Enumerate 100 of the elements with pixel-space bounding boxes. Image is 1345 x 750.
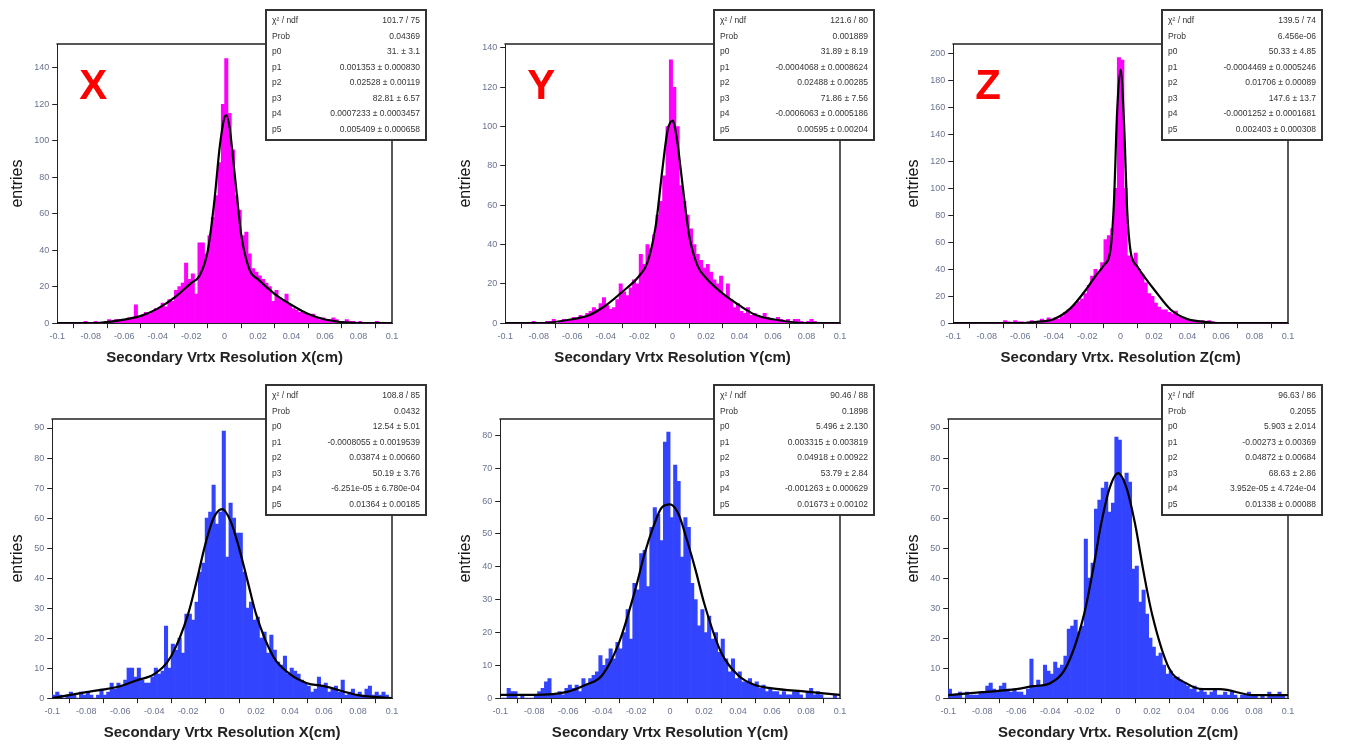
x-tick-label: -0.1	[945, 331, 961, 342]
x-tick-label: 0.02	[1143, 706, 1161, 717]
y-tick-label: 90	[34, 422, 45, 433]
annotation: p5	[720, 498, 730, 509]
y-tick-label: 60	[39, 208, 50, 219]
y-tick-label: 50	[34, 542, 45, 553]
text: χ² / ndf	[272, 390, 299, 401]
x-tick-label: 0.08	[349, 706, 367, 717]
text: 0.0432	[394, 405, 421, 416]
annotation: p2	[720, 452, 730, 463]
chart-title: X	[79, 60, 108, 108]
annotation: p3	[272, 467, 282, 478]
x-tick-label: 0.08	[1245, 706, 1263, 717]
x-tick-label: -0.04	[1039, 706, 1061, 717]
annotation: p5	[272, 123, 282, 134]
annotation: p2	[1168, 77, 1178, 88]
x-tick-label: 0.04	[1177, 706, 1195, 717]
x-tick-label: 0.04	[1178, 331, 1197, 342]
y-tick-label: 20	[930, 632, 941, 643]
x-tick-label: 0.02	[697, 331, 715, 342]
y-tick-label: 40	[930, 572, 941, 583]
annotation: 0.04872 ± 0.00684	[1245, 452, 1317, 463]
annotation: 0.01673 ± 0.00102	[797, 498, 869, 509]
y-tick-label: 50	[930, 542, 941, 553]
annotation: p1	[1168, 61, 1178, 72]
y-tick-label: 0	[487, 692, 493, 703]
annotation: 0.04918 ± 0.00922	[797, 452, 869, 463]
annotation: 82.81 ± 6.57	[372, 92, 421, 103]
x-tick-label: 0.04	[281, 706, 299, 717]
annotation: p3	[1168, 92, 1178, 103]
y-tick-label: 70	[482, 462, 493, 473]
y-tick-label: 80	[930, 452, 941, 463]
annotation: 0.01364 ± 0.00185	[349, 498, 421, 509]
x-tick-label: -0.02	[628, 331, 650, 342]
x-tick-label: 0.1	[833, 706, 847, 717]
annotation: 12.54 ± 5.01	[372, 421, 421, 432]
annotation: p2	[1168, 452, 1178, 463]
annotation: 0.01706 ± 0.00089	[1245, 77, 1317, 88]
y-tick-label: 80	[34, 452, 45, 463]
annotation: 0.02528 ± 0.00119	[349, 77, 421, 88]
annotation: p2	[272, 452, 282, 463]
annotation: 0.005409 ± 0.000658	[339, 123, 421, 134]
annotation: 5.496 ± 2.130	[816, 421, 869, 432]
x-tick-label: 0.02	[1145, 331, 1163, 342]
chart-title: Y	[527, 60, 556, 108]
y-tick-label: 40	[39, 244, 50, 255]
annotation: p0	[720, 421, 730, 432]
text: 90.46 / 88	[830, 390, 869, 401]
annotation: p4	[1168, 483, 1178, 494]
x-tick-label: -0.1	[49, 331, 65, 342]
x-tick-label: 0.04	[729, 706, 747, 717]
chart-title: Z	[975, 60, 1001, 108]
y-tick-label: 100	[482, 121, 498, 132]
text: χ² / ndf	[720, 15, 747, 26]
annotation: p4	[720, 108, 730, 119]
y-tick-label: 30	[482, 594, 493, 605]
annotation: p3	[720, 467, 730, 478]
annotation: 68.63 ± 2.86	[1268, 467, 1317, 478]
x-tick-label: -0.02	[180, 331, 202, 342]
y-tick-label: 90	[930, 422, 941, 433]
text: 6.456e-06	[1277, 30, 1317, 41]
y-axis-title: entries	[8, 534, 26, 583]
y-tick-label: 40	[482, 561, 493, 572]
y-tick-label: 120	[930, 155, 946, 166]
x-tick-label: -0.04	[143, 706, 165, 717]
text: χ² / ndf	[720, 390, 747, 401]
annotation: -0.0004469 ± 0.0005246	[1223, 61, 1317, 72]
y-tick-label: 20	[34, 632, 45, 643]
y-tick-label: 60	[930, 512, 941, 523]
annotation: 0.00595 ± 0.00204	[797, 123, 869, 134]
annotation: 71.86 ± 7.56	[820, 92, 869, 103]
text: 121.6 / 80	[830, 15, 869, 26]
text: Prob	[720, 405, 739, 416]
y-tick-label: 80	[935, 209, 946, 220]
x-tick-label: 0.02	[695, 706, 713, 717]
x-tick-label: -0.06	[1009, 331, 1031, 342]
x-tick-label: -0.04	[595, 331, 616, 342]
y-tick-label: 80	[482, 429, 493, 440]
y-tick-label: 0	[940, 317, 946, 328]
annotation: 0.003315 ± 0.003819	[787, 436, 869, 447]
annotation: 0.01338 ± 0.00088	[1245, 498, 1317, 509]
annotation: -0.001263 ± 0.000629	[784, 483, 869, 494]
annotation: p1	[720, 61, 730, 72]
text: Prob	[272, 30, 291, 41]
x-axis-title: Secondary Vrtx Resolution Y(cm)	[551, 723, 789, 741]
x-tick-label: -0.02	[625, 706, 647, 717]
annotation: p2	[272, 77, 282, 88]
y-tick-label: 20	[482, 626, 493, 637]
x-tick-label: -0.06	[113, 331, 135, 342]
x-tick-label: 0	[222, 331, 228, 342]
annotation: 0.03874 ± 0.00660	[349, 452, 421, 463]
annotation: 31. ± 3.1	[386, 46, 421, 57]
annotation: p0	[720, 46, 730, 57]
text: 0.2055	[1290, 405, 1317, 416]
y-tick-label: 140	[34, 62, 50, 73]
y-tick-label: 50	[482, 528, 493, 539]
annotation: p2	[720, 77, 730, 88]
y-tick-label: 30	[34, 602, 45, 613]
x-tick-label: 0.08	[797, 706, 815, 717]
x-tick-label: 0.08	[1245, 331, 1264, 342]
